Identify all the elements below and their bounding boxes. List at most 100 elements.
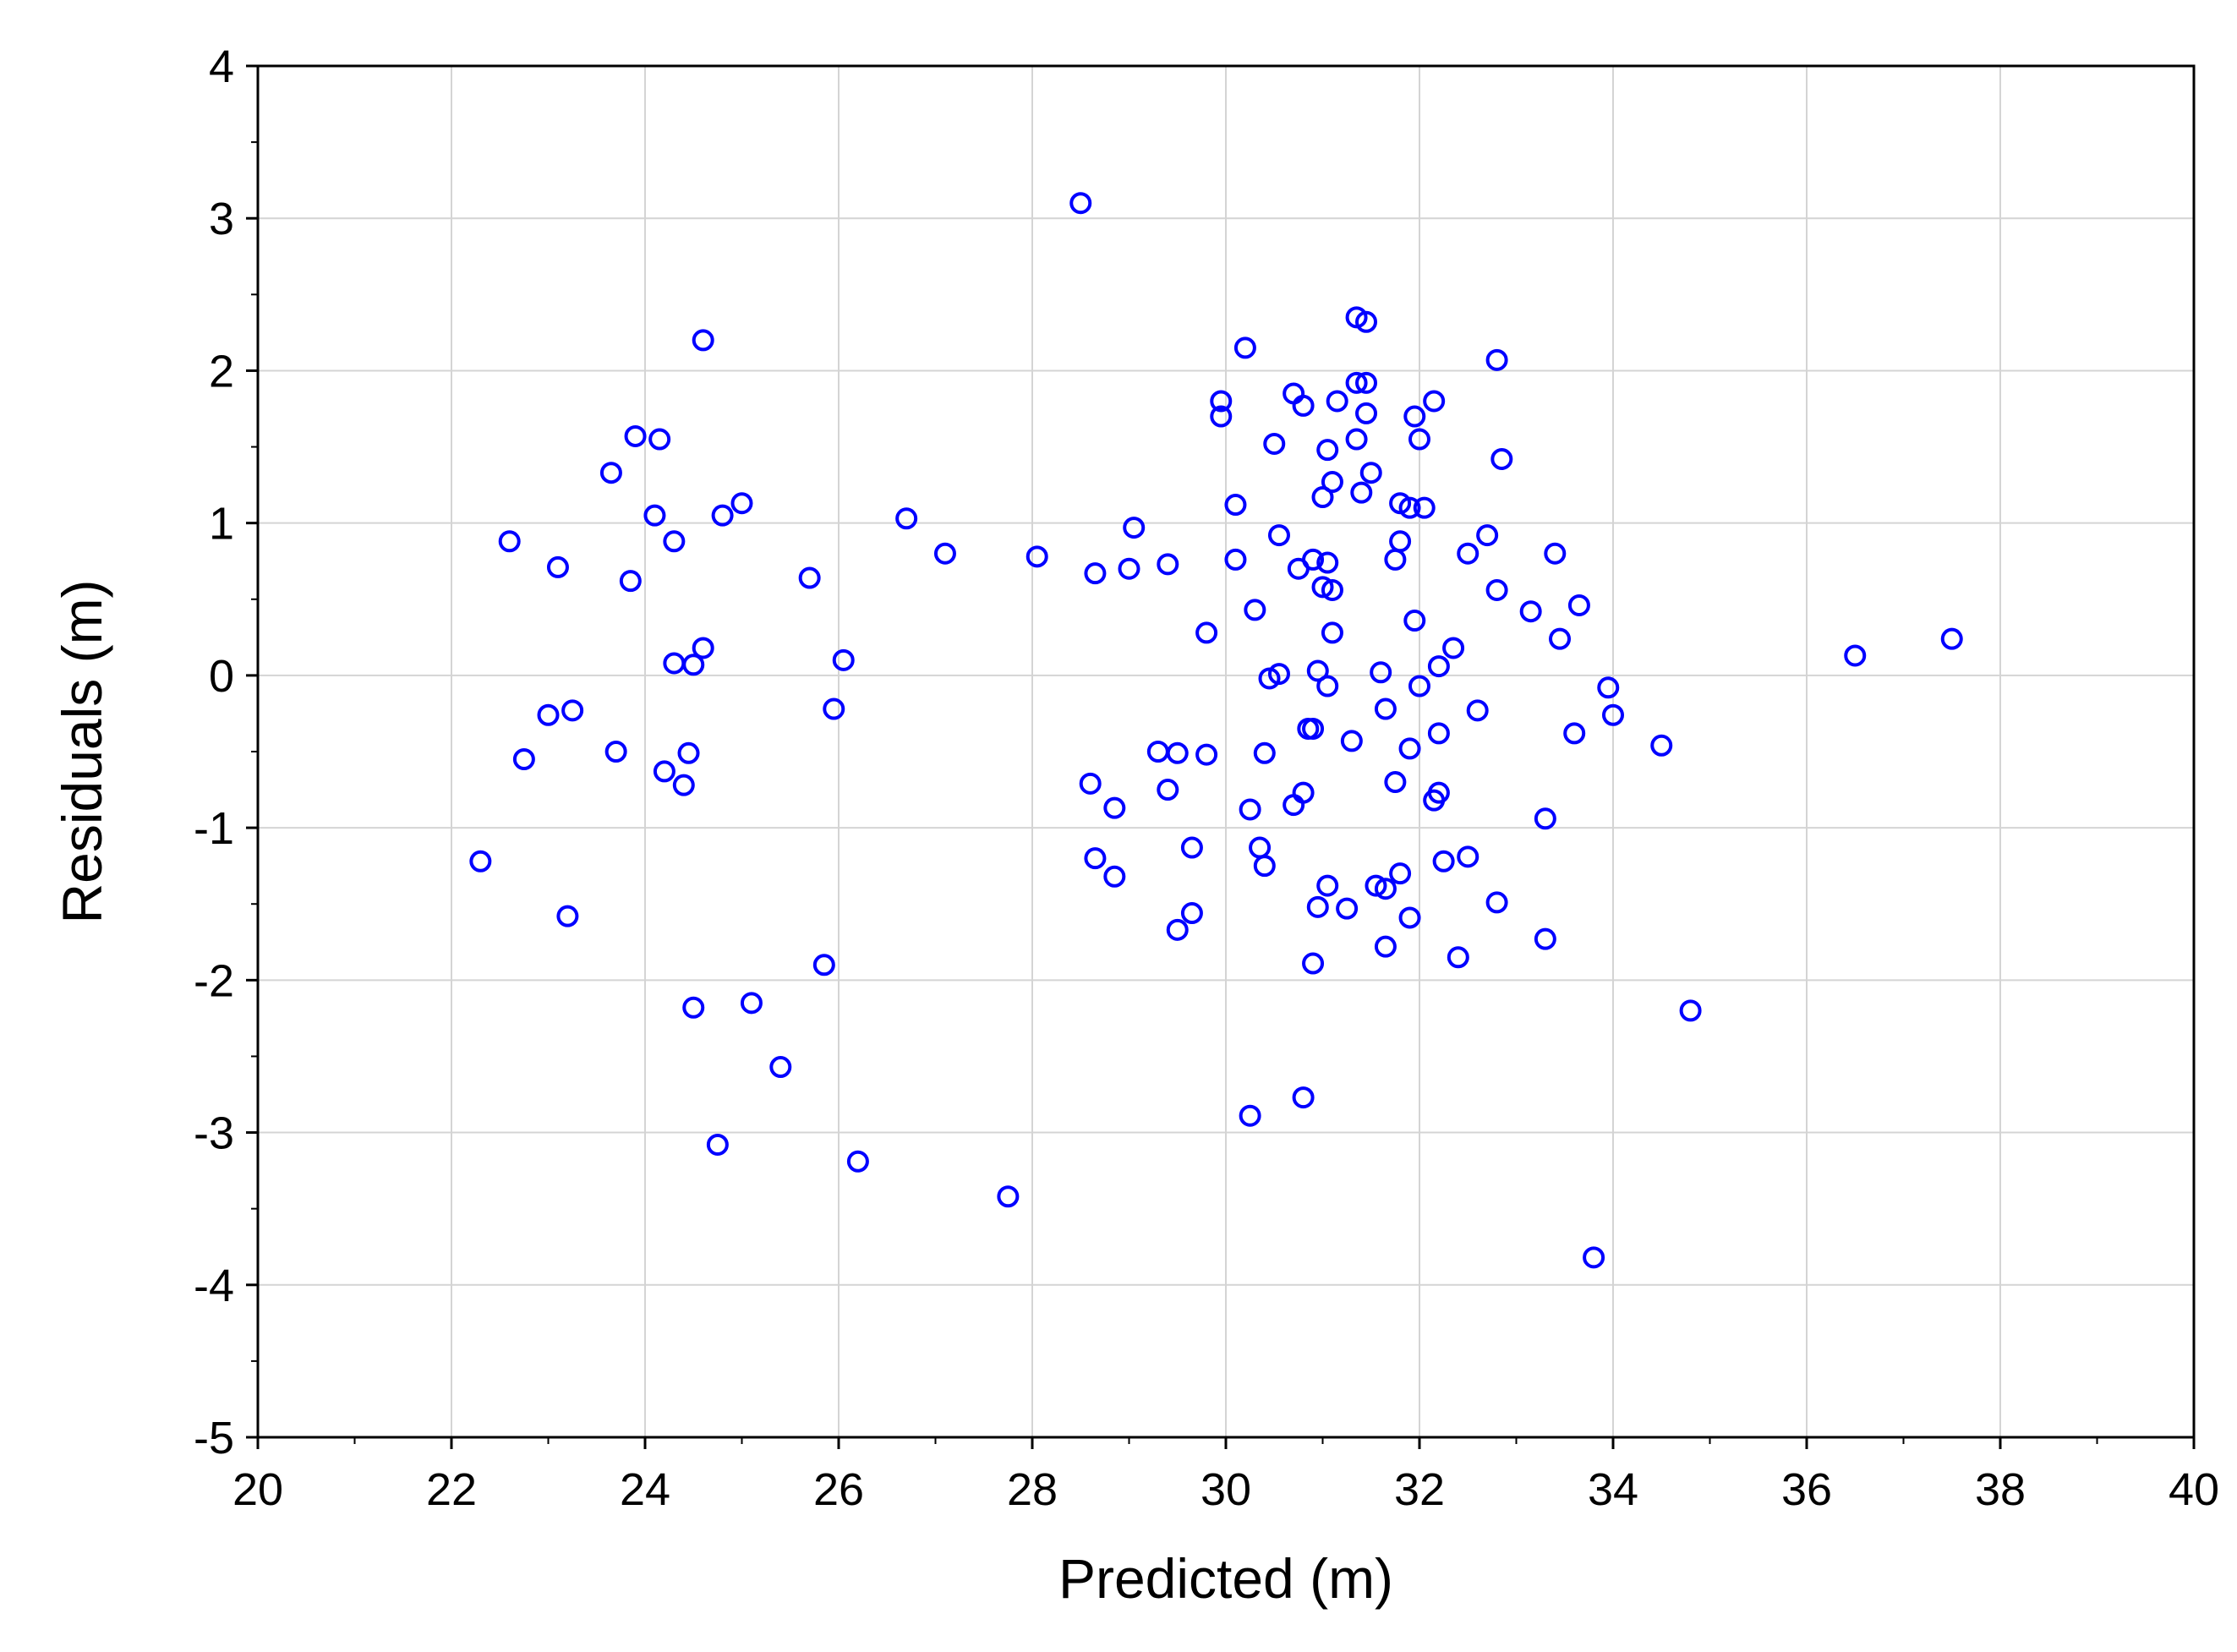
data-point [1597, 676, 1620, 699]
data-point [1287, 557, 1310, 580]
data-point [663, 530, 686, 553]
data-point [1302, 717, 1325, 740]
x-tick-label: 40 [2169, 1464, 2219, 1515]
grid-lines [258, 66, 2194, 1437]
y-tick-label: 2 [209, 346, 234, 397]
data-points [469, 192, 1963, 1269]
data-point [1340, 730, 1363, 752]
y-tick-label: 0 [209, 651, 234, 702]
data-point [1306, 659, 1329, 682]
data-point [619, 570, 642, 593]
data-point [1166, 741, 1189, 764]
data-point [1249, 836, 1272, 859]
data-point [1350, 481, 1373, 504]
data-point [832, 648, 855, 671]
data-point [1374, 935, 1397, 958]
data-point [730, 492, 753, 515]
data-point [1485, 348, 1508, 371]
x-tick-label: 26 [813, 1464, 864, 1515]
data-point [706, 1133, 729, 1156]
x-tick-label: 24 [620, 1464, 670, 1515]
data-point [1457, 845, 1479, 868]
data-point [1534, 927, 1556, 950]
data-point [1306, 895, 1329, 918]
data-point [1432, 850, 1455, 872]
data-point [1544, 542, 1567, 565]
y-tick-label: -5 [194, 1413, 234, 1463]
data-point [1166, 918, 1189, 941]
data-point [648, 428, 671, 451]
data-point [1326, 390, 1348, 413]
data-point [1940, 627, 1963, 650]
data-point [1398, 906, 1421, 929]
data-point [1224, 548, 1247, 571]
data-point [1253, 855, 1276, 878]
y-axis-label: Residuals (m) [51, 579, 113, 923]
data-point [546, 555, 569, 578]
data-point [599, 462, 622, 484]
data-point [1195, 743, 1218, 766]
y-tick-label: -4 [194, 1261, 234, 1311]
data-point [1311, 486, 1334, 509]
data-point [1302, 952, 1325, 975]
data-point [1244, 599, 1266, 621]
data-point [1398, 737, 1421, 760]
data-point [1103, 796, 1126, 819]
data-point [1146, 741, 1169, 763]
data-point [1519, 600, 1542, 623]
data-point [1292, 1086, 1315, 1109]
data-point [1490, 447, 1513, 470]
data-point [1423, 390, 1446, 413]
data-point [1485, 891, 1508, 914]
data-point [469, 850, 492, 872]
data-point [1365, 874, 1387, 897]
data-point [1485, 578, 1508, 601]
x-tick-label: 20 [232, 1464, 283, 1515]
data-point [1844, 644, 1867, 667]
data-point [1069, 192, 1092, 215]
data-point [1650, 734, 1673, 757]
data-point [1359, 462, 1382, 484]
data-point [653, 760, 675, 783]
x-tick-label: 34 [1588, 1464, 1638, 1515]
data-point [1079, 772, 1102, 795]
data-point [1403, 610, 1426, 632]
data-point [997, 1185, 1020, 1208]
data-point [537, 703, 560, 726]
y-axis-tick-labels: -5 -4 -3 -2 -1 0 1 2 3 4 [194, 41, 234, 1463]
data-point [512, 748, 535, 771]
data-point [1239, 1104, 1261, 1127]
data-point [1549, 627, 1572, 650]
data-point [933, 542, 956, 565]
data-point [823, 697, 845, 720]
data-point [1427, 722, 1450, 745]
data-point [812, 954, 835, 976]
data-point [1321, 578, 1343, 601]
y-tick-label: 4 [209, 41, 234, 92]
data-point [1389, 530, 1412, 553]
data-point [1563, 722, 1586, 745]
data-point [682, 996, 705, 1019]
data-point [1427, 655, 1450, 678]
data-point [498, 530, 521, 553]
data-point [1180, 902, 1203, 925]
data-point [1355, 402, 1378, 424]
data-point [1311, 576, 1334, 599]
data-point [1283, 794, 1305, 817]
data-point [1374, 697, 1397, 720]
data-point [1253, 741, 1276, 764]
data-point [561, 699, 584, 722]
x-tick-label: 22 [426, 1464, 477, 1515]
data-point [1316, 551, 1339, 574]
data-point [1345, 428, 1368, 451]
y-tick-label: -2 [194, 955, 234, 1006]
x-tick-label: 32 [1394, 1464, 1445, 1515]
data-point [692, 637, 714, 659]
data-point [1195, 621, 1218, 644]
data-point [672, 774, 695, 796]
data-point [1267, 524, 1290, 547]
data-point [1408, 428, 1430, 451]
data-point [1602, 703, 1624, 726]
data-point [1210, 390, 1233, 413]
x-tick-label: 38 [1975, 1464, 2026, 1515]
